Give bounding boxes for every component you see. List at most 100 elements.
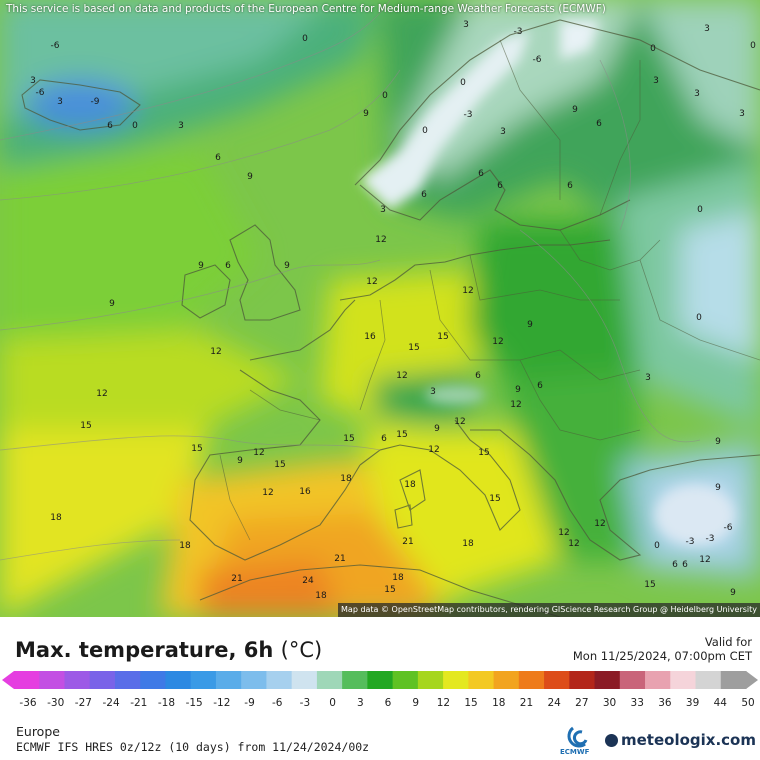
scale-swatch bbox=[266, 671, 293, 689]
isotherm-label: 9 bbox=[715, 483, 721, 493]
scale-swatch bbox=[619, 671, 646, 689]
scale-tick-label: 9 bbox=[412, 697, 419, 708]
scale-swatch bbox=[594, 671, 621, 689]
scale-tick-label: -12 bbox=[213, 697, 230, 708]
isotherm-label: 12 bbox=[253, 448, 265, 458]
scale-swatch bbox=[64, 671, 91, 689]
isotherm-label: 0 bbox=[697, 205, 703, 215]
isotherm-label: 15 bbox=[191, 444, 203, 454]
isotherm-label: 3 bbox=[380, 205, 386, 215]
coastlines bbox=[21, 19, 760, 617]
scale-tick-label: 15 bbox=[464, 697, 477, 708]
scale-swatch bbox=[569, 671, 596, 689]
isotherm-label: 12 bbox=[699, 555, 711, 565]
isotherm-label: 12 bbox=[96, 389, 108, 399]
isotherm-label: 9 bbox=[109, 299, 115, 309]
region-label[interactable]: Europe bbox=[16, 724, 60, 739]
scale-tick-label: 27 bbox=[575, 697, 588, 708]
isotherm-label: 0 bbox=[696, 313, 702, 323]
isotherm-label: 12 bbox=[396, 371, 408, 381]
isotherm-label: 9 bbox=[715, 437, 721, 447]
scale-tick-label: -3 bbox=[300, 697, 310, 708]
scale-tick-label: -6 bbox=[272, 697, 283, 708]
isotherm-label: 0 bbox=[422, 126, 428, 136]
isotherm-label: 6 bbox=[225, 261, 231, 271]
scale-swatch bbox=[670, 671, 697, 689]
scale-tick-label: 21 bbox=[520, 697, 533, 708]
isotherm-label: 0 bbox=[460, 78, 466, 88]
isotherm-label: 6 bbox=[596, 119, 602, 129]
isotherm-label: 21 bbox=[402, 537, 414, 547]
scale-swatch bbox=[241, 671, 267, 689]
isotherm-label: -3 bbox=[705, 534, 715, 544]
isotherm-label: 15 bbox=[408, 343, 420, 353]
isotherm-label: 9 bbox=[198, 261, 204, 271]
isotherm-label: 18 bbox=[462, 539, 474, 549]
title-unit: (°C) bbox=[280, 638, 323, 662]
isotherm-label: 0 bbox=[302, 34, 308, 44]
isotherm-label: 9 bbox=[572, 105, 578, 115]
scale-swatch bbox=[165, 671, 192, 689]
isotherms bbox=[0, 0, 701, 561]
scale-swatch bbox=[291, 671, 318, 689]
isotherm-label: 15 bbox=[396, 430, 408, 440]
temperature-field bbox=[0, 0, 760, 617]
isotherm-label: 6 bbox=[107, 121, 113, 131]
isotherm-label: 3 bbox=[653, 76, 659, 86]
title-text: Max. temperature, 6h bbox=[15, 638, 274, 662]
isotherm-label: 12 bbox=[375, 235, 387, 245]
scale-tick-label: 24 bbox=[547, 697, 561, 708]
valid-date[interactable]: Mon 11/25/2024, 07:00pm CET bbox=[572, 649, 752, 663]
valid-label: Valid for bbox=[704, 635, 752, 649]
isotherm-label: 12 bbox=[262, 488, 274, 498]
isotherm-label: 3 bbox=[30, 76, 36, 86]
scale-right-arrow bbox=[746, 671, 758, 689]
scale-tick-label: 18 bbox=[492, 697, 505, 708]
isotherm-label: 18 bbox=[392, 573, 404, 583]
isotherm-label: 18 bbox=[50, 513, 62, 523]
scale-swatch bbox=[114, 671, 141, 689]
meteologix-logo[interactable]: meteologix.com bbox=[621, 731, 756, 749]
scale-tick-label: 30 bbox=[603, 697, 616, 708]
isotherm-label: 18 bbox=[179, 541, 191, 551]
isotherm-label: 12 bbox=[210, 347, 222, 357]
scale-left-arrow bbox=[2, 671, 14, 689]
isotherm-label: 24 bbox=[302, 576, 314, 586]
isotherm-label: 3 bbox=[57, 97, 63, 107]
isotherm-label: 6 bbox=[537, 381, 543, 391]
scale-swatch bbox=[720, 671, 747, 689]
isotherm-label: 9 bbox=[247, 172, 253, 182]
isotherm-label: 6 bbox=[567, 181, 573, 191]
isotherm-label: 18 bbox=[315, 591, 327, 601]
temperature-map[interactable]: 3 -6 0 3 -3 3 0 -6 0 3 0 3 0 -3 3 -6 3 -9 6 0 3 9 0 3 9 6 6 9 6 6 6 3 0 6… bbox=[0, 0, 760, 617]
map-attribution[interactable]: Map data © OpenStreetMap contributors, r… bbox=[338, 603, 760, 617]
scale-swatch bbox=[342, 671, 368, 689]
scale-tick-label: 39 bbox=[686, 697, 699, 708]
scale-tick-label: -36 bbox=[19, 697, 36, 708]
isotherm-label: -6 bbox=[532, 55, 542, 65]
isotherm-label: 12 bbox=[462, 286, 474, 296]
isotherm-label: 15 bbox=[478, 448, 490, 458]
isotherm-label: 6 bbox=[475, 371, 481, 381]
ecmwf-logo[interactable] bbox=[558, 724, 600, 756]
isotherm-label: 12 bbox=[510, 400, 522, 410]
isotherm-label: 6 bbox=[682, 560, 688, 570]
isotherm-label: 9 bbox=[730, 588, 736, 598]
isotherm-label: 12 bbox=[568, 539, 580, 549]
scale-tick-label: 50 bbox=[741, 697, 754, 708]
isotherm-label: -6 bbox=[723, 523, 733, 533]
isotherm-label: 3 bbox=[463, 20, 469, 30]
isotherm-label: 6 bbox=[478, 169, 484, 179]
isotherm-label: -3 bbox=[513, 27, 523, 37]
isotherm-label: 0 bbox=[650, 44, 656, 54]
isotherm-label: 15 bbox=[384, 585, 396, 595]
map-canvas bbox=[0, 0, 760, 617]
ecmwf-logo-text: ECMWF bbox=[560, 748, 590, 756]
isotherm-label: 18 bbox=[404, 480, 416, 490]
isotherm-label: -6 bbox=[35, 88, 45, 98]
isotherm-label: 6 bbox=[672, 560, 678, 570]
isotherm-label: 3 bbox=[694, 89, 700, 99]
isotherm-label: 21 bbox=[334, 554, 346, 564]
isotherm-label: 9 bbox=[434, 424, 440, 434]
scale-swatch bbox=[645, 671, 671, 689]
